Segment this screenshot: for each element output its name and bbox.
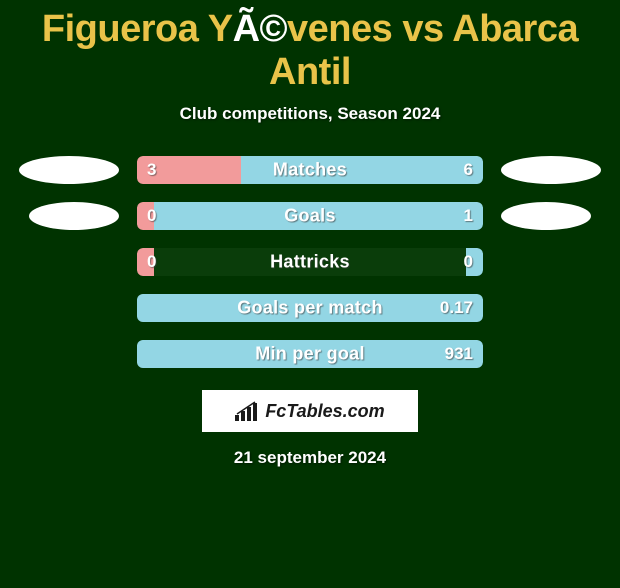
stat-row: 0Hattricks0 bbox=[0, 248, 620, 276]
stat-label: Goals per match bbox=[137, 298, 483, 319]
stat-row: 0Goals1 bbox=[0, 202, 620, 230]
date-text: 21 september 2024 bbox=[0, 448, 620, 468]
stat-value-right: 0.17 bbox=[440, 298, 473, 318]
stat-row: Goals per match0.17 bbox=[0, 294, 620, 322]
stat-value-right: 931 bbox=[445, 344, 473, 364]
stat-value-right: 6 bbox=[464, 160, 473, 180]
stat-label: Matches bbox=[137, 160, 483, 181]
stat-bar: 0Hattricks0 bbox=[137, 248, 483, 276]
title-part-3: venes vs Abarca Antil bbox=[269, 8, 578, 93]
brand-text: FcTables.com bbox=[265, 401, 384, 422]
stat-label: Hattricks bbox=[137, 252, 483, 273]
page-title: Figueroa YÃ©venes vs Abarca Antil bbox=[0, 8, 620, 94]
player-left-avatar bbox=[19, 156, 119, 184]
bar-chart-icon bbox=[235, 401, 259, 421]
player-right-avatar bbox=[501, 156, 601, 184]
stat-bar: 3Matches6 bbox=[137, 156, 483, 184]
subtitle: Club competitions, Season 2024 bbox=[0, 104, 620, 124]
player-right-avatar bbox=[501, 202, 591, 230]
stat-value-right: 0 bbox=[464, 252, 473, 272]
stat-bar: Min per goal931 bbox=[137, 340, 483, 368]
brand-box[interactable]: FcTables.com bbox=[202, 390, 418, 432]
title-part-2: Ã© bbox=[233, 8, 287, 50]
stat-row: 3Matches6 bbox=[0, 156, 620, 184]
stat-row: Min per goal931 bbox=[0, 340, 620, 368]
stat-value-right: 1 bbox=[464, 206, 473, 226]
stat-bar: Goals per match0.17 bbox=[137, 294, 483, 322]
stat-bar: 0Goals1 bbox=[137, 202, 483, 230]
stat-label: Min per goal bbox=[137, 344, 483, 365]
stat-label: Goals bbox=[137, 206, 483, 227]
title-part-1: Figueroa Y bbox=[42, 8, 233, 50]
stats-container: 3Matches60Goals10Hattricks0Goals per mat… bbox=[0, 156, 620, 368]
player-left-avatar bbox=[29, 202, 119, 230]
